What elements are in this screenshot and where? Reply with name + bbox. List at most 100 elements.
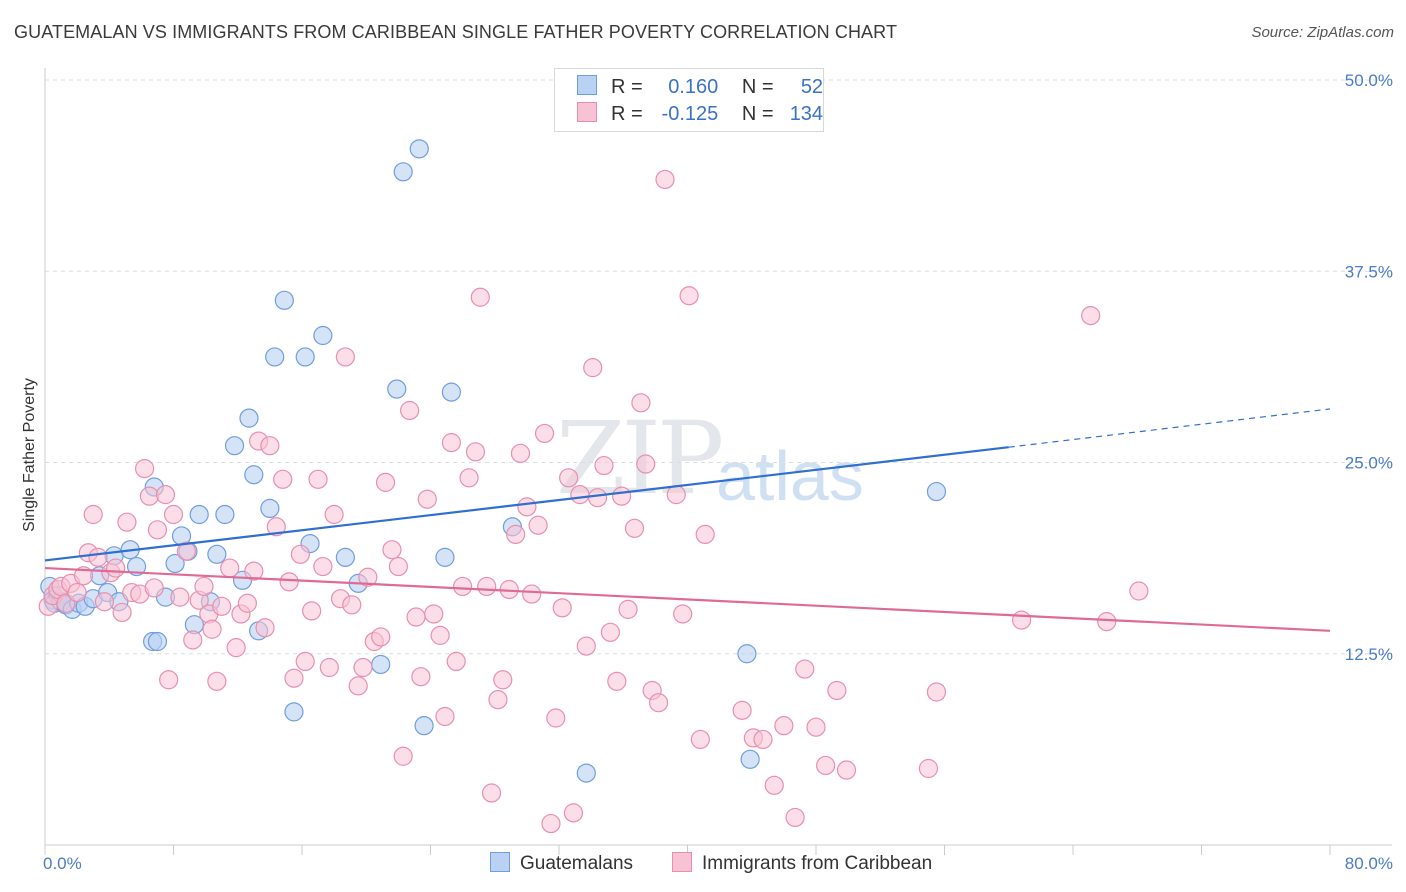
trend-line-caribbean [44,566,1331,632]
data-point-caribbean [430,625,450,645]
data-point-caribbean [400,400,420,421]
data-point-guatemalans [435,547,455,567]
data-point-caribbean [465,442,486,462]
data-point-guatemalans [260,498,280,518]
legend-r-label: R = [611,103,643,125]
data-point-caribbean [528,515,548,535]
legend-n-value: 52 [800,76,824,98]
legend-r-label: R = [611,76,643,98]
trend-line-guatemalans-extension [1008,408,1331,448]
data-point-caribbean [284,668,304,688]
y-tick-label: 37.5% [1345,262,1393,281]
source-label: Source: ZipAtlas.com [1251,24,1394,41]
data-point-caribbean [827,680,847,701]
legend-row-guatemalans: R = 0.160 N = 52 [577,75,823,101]
data-point-caribbean [477,576,497,597]
data-point-caribbean [806,717,826,737]
legend-label: Immigrants from Caribbean [702,853,933,874]
data-point-guatemalans [147,631,168,652]
data-point-caribbean [1097,612,1117,632]
data-point-caribbean [1129,581,1149,601]
legend-r-value: 0.160 [668,76,719,98]
data-point-caribbean [134,459,155,479]
data-point-caribbean [1081,306,1101,326]
data-point-caribbean [774,716,794,736]
data-point-caribbean [695,524,715,545]
data-point-caribbean [441,433,461,453]
data-point-caribbean [212,596,232,616]
watermark-atlas: atlas [716,437,864,515]
data-point-caribbean [570,485,590,505]
data-point-guatemalans [414,716,434,736]
data-point-caribbean [260,436,280,456]
legend-swatch-blue [490,852,510,872]
data-point-guatemalans [926,481,947,502]
data-point-caribbean [358,567,378,587]
legend-swatch-blue [577,75,597,95]
chart-title: GUATEMALAN VS IMMIGRANTS FROM CARIBBEAN … [14,22,898,42]
data-point-caribbean [493,670,513,690]
data-point-caribbean [342,595,362,615]
data-point-caribbean [353,657,373,678]
data-point-guatemalans [441,382,461,402]
data-point-caribbean [417,489,437,509]
data-point-guatemalans [740,749,760,769]
y-tick-label: 12.5% [1345,645,1393,664]
data-point-caribbean [541,813,561,834]
data-point-caribbean [273,469,293,489]
data-point-caribbean [117,512,137,532]
data-point-guatemalans [126,556,147,577]
data-point-caribbean [302,601,322,621]
axes [44,68,1392,855]
data-point-caribbean [594,455,614,476]
y-tick-label: 25.0% [1345,454,1393,473]
data-point-caribbean [648,693,669,713]
legend-r-value: -0.125 [661,103,719,125]
data-point-caribbean [237,593,257,613]
data-point-caribbean [106,558,126,578]
data-point-caribbean [583,358,603,378]
data-point-caribbean [388,556,408,577]
data-point-caribbean [163,504,184,525]
data-point-caribbean [244,561,264,581]
data-point-caribbean [207,671,227,691]
data-point-caribbean [795,659,815,679]
data-point-caribbean [411,667,431,687]
data-point-caribbean [170,587,190,607]
data-point-caribbean [88,547,108,567]
bottom-legend-caribbean: Immigrants from Caribbean [672,852,932,875]
data-point-guatemalans [224,436,245,456]
data-point-caribbean [618,599,638,619]
data-point-caribbean [183,630,203,650]
data-point-guatemalans [215,504,235,525]
data-point-guatemalans [387,379,407,399]
data-point-caribbean [319,657,339,678]
data-point-caribbean [636,454,656,474]
data-point-caribbean [144,578,164,598]
data-point-guatemalans [737,644,757,664]
data-point-caribbean [220,558,240,578]
trend-line-guatemalans [44,446,1009,562]
data-point-caribbean [393,746,413,766]
data-point-guatemalans [284,702,304,722]
data-point-caribbean [67,582,87,603]
data-point-caribbean [546,708,566,728]
data-point-caribbean [679,286,699,306]
data-point-caribbean [918,758,939,779]
data-point-guatemalans [244,465,264,485]
x-tick-label-min: 0.0% [43,854,82,873]
data-point-caribbean [424,604,444,624]
data-point-caribbean [764,775,784,795]
data-point-caribbean [279,572,299,592]
data-point-caribbean [522,584,542,604]
data-point-caribbean [382,540,402,560]
legend-n-label: N = [741,76,774,98]
data-point-caribbean [446,651,466,672]
y-tick-label: 50.0% [1345,71,1393,90]
data-point-caribbean [94,592,115,612]
data-point-caribbean [266,517,286,537]
data-point-caribbean [435,706,455,727]
x-tick-label-max: 80.0% [1345,854,1393,873]
data-point-caribbean [732,700,752,720]
